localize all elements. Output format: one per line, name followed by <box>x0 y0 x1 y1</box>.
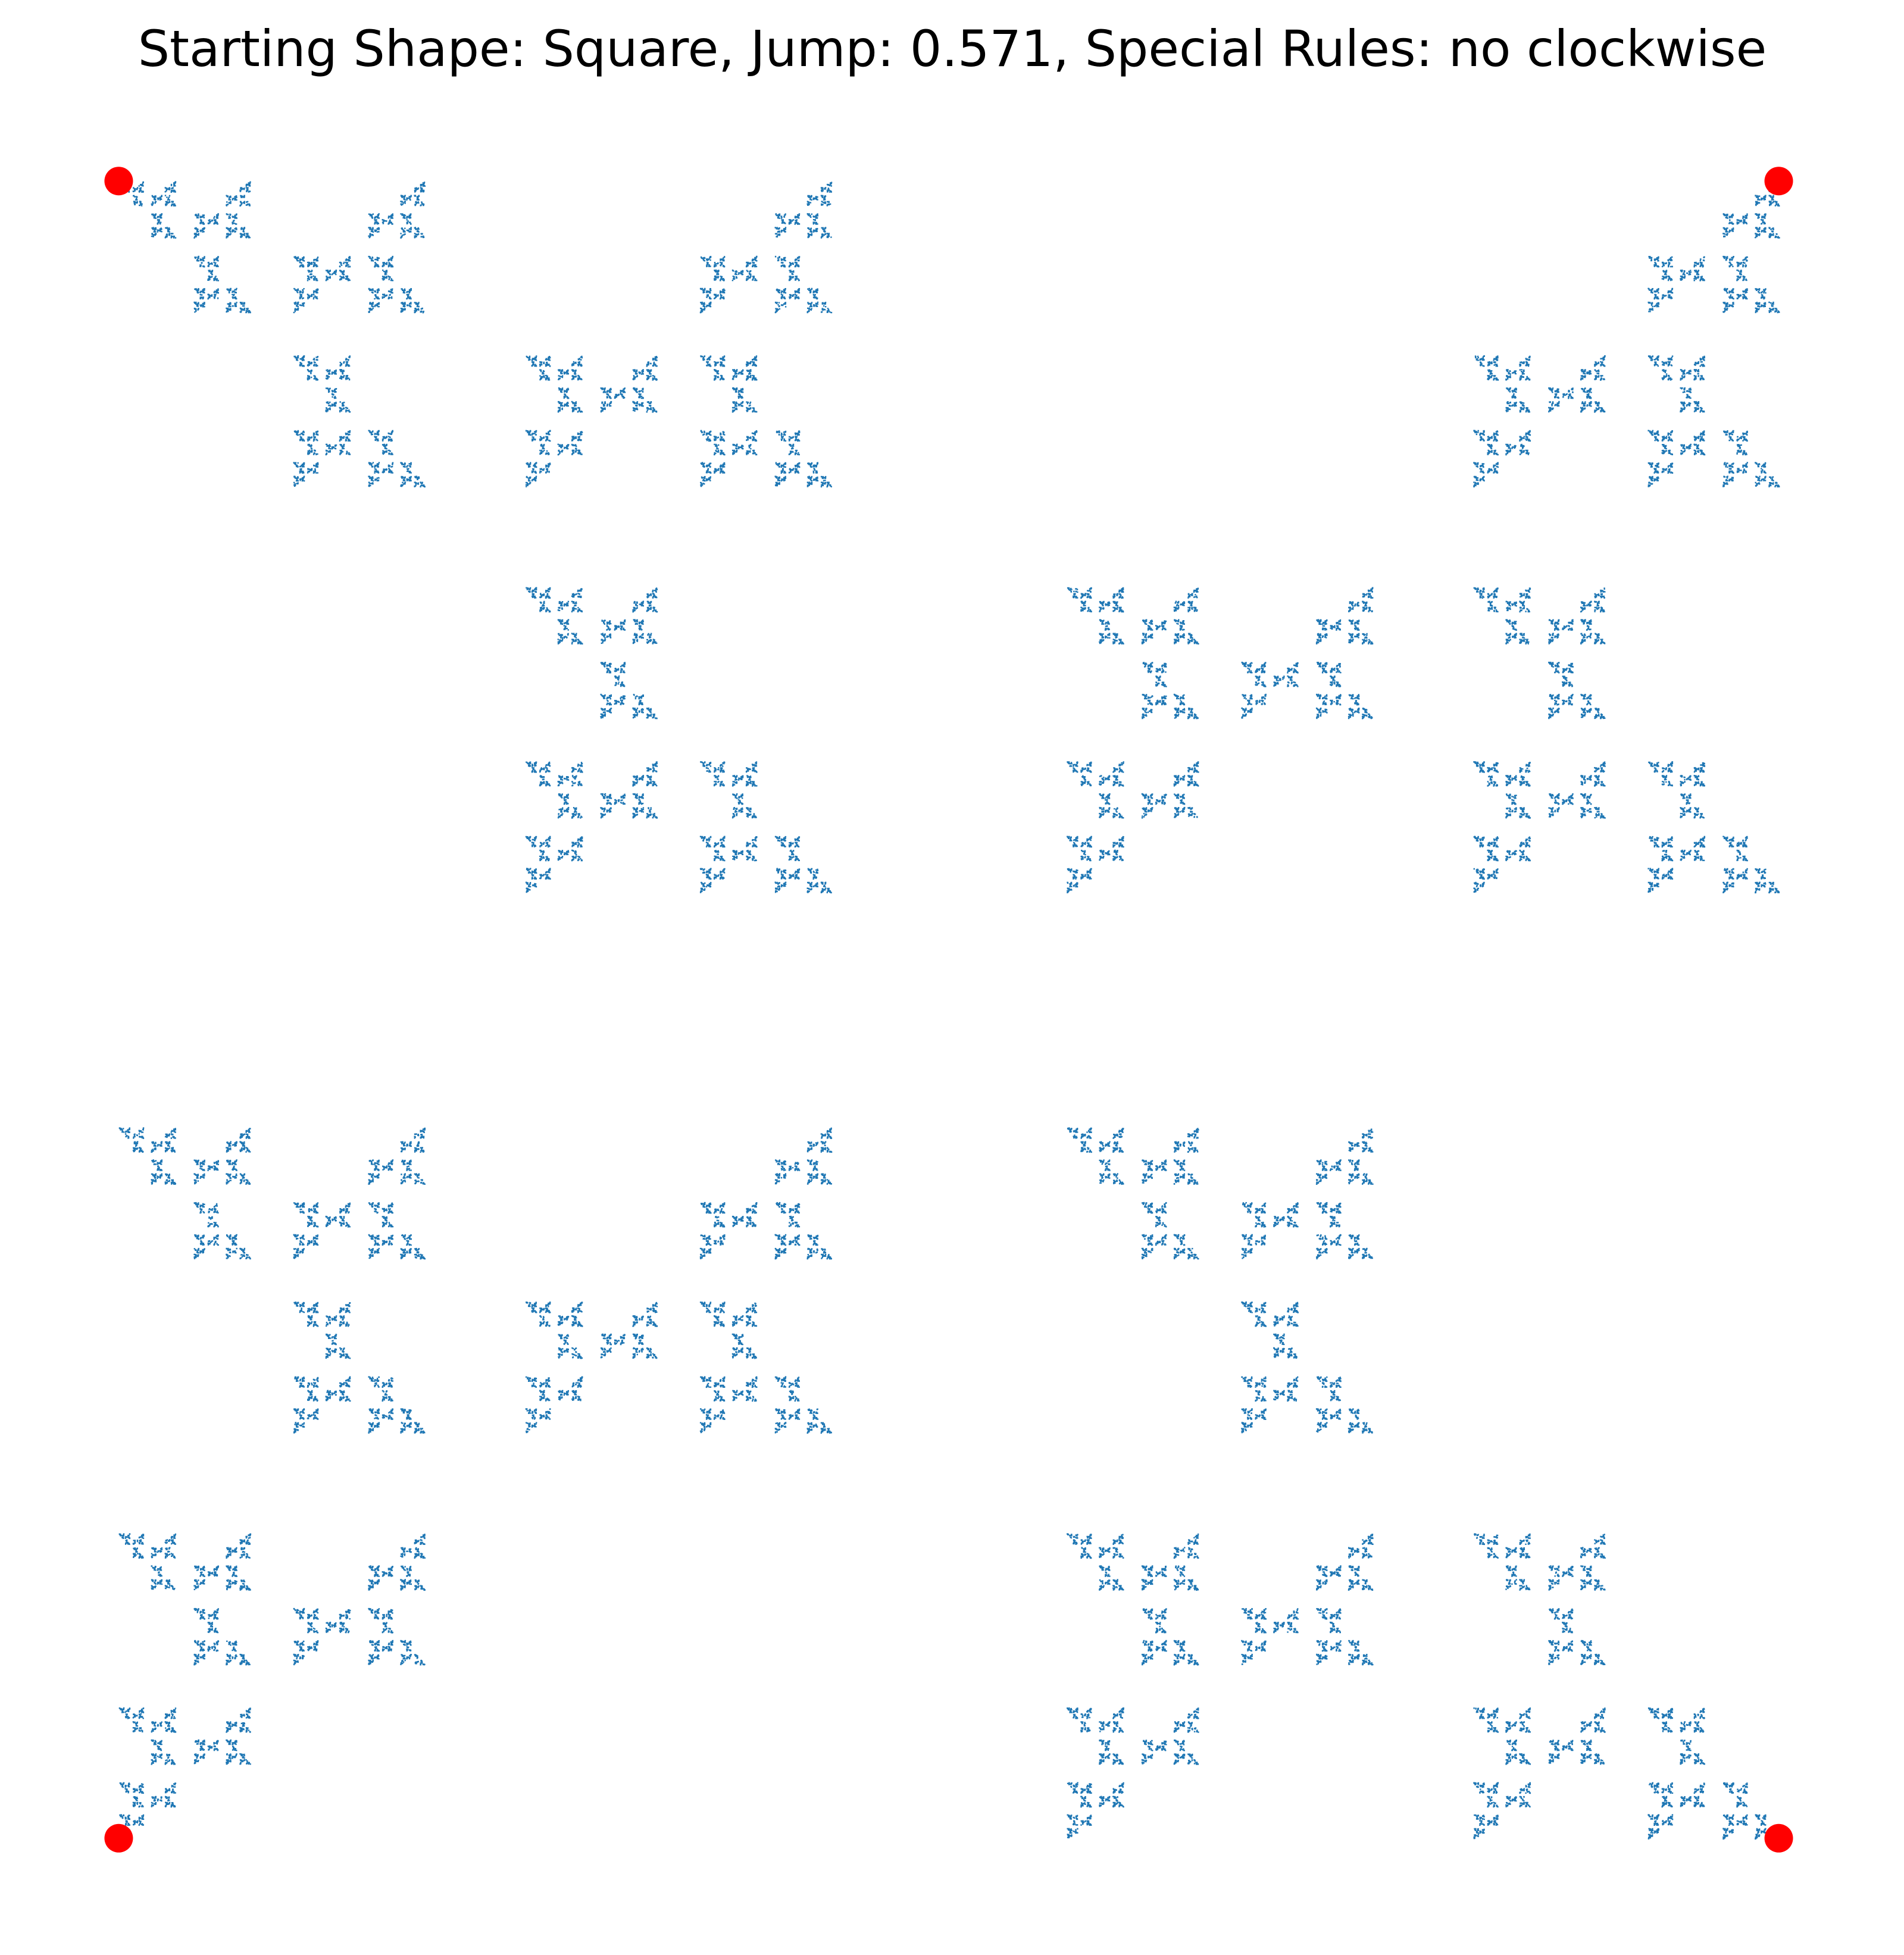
vertex <box>1764 167 1793 196</box>
vertex <box>104 1823 133 1853</box>
chart-title: Starting Shape: Square, Jump: 0.571, Spe… <box>138 20 1767 78</box>
vertex <box>1764 1823 1793 1853</box>
fractal-points <box>118 181 1780 1840</box>
vertex <box>104 167 133 196</box>
